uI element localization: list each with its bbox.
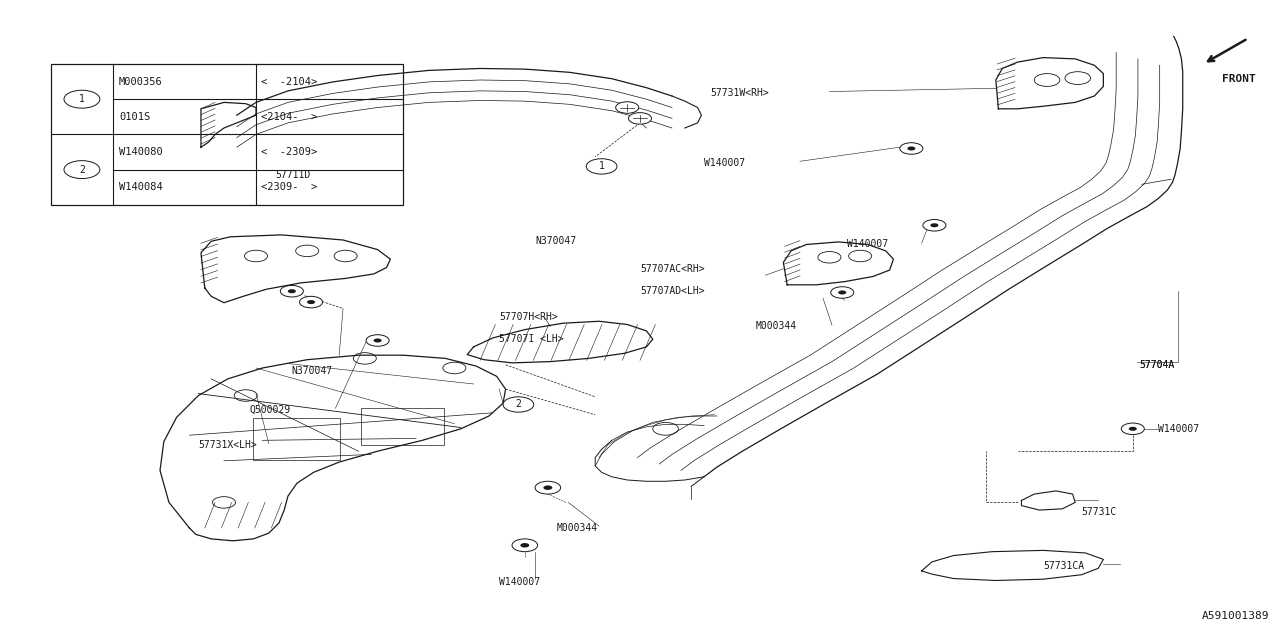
Text: 57704A: 57704A — [1139, 360, 1175, 370]
Text: N370047: N370047 — [535, 236, 576, 246]
Text: <  -2104>: < -2104> — [261, 77, 317, 86]
Circle shape — [280, 285, 303, 297]
Text: 57731W<RH>: 57731W<RH> — [710, 88, 769, 98]
Circle shape — [512, 539, 538, 552]
Text: 2: 2 — [516, 399, 521, 410]
Circle shape — [900, 143, 923, 154]
Text: N370047: N370047 — [292, 366, 333, 376]
Text: FRONT: FRONT — [1222, 74, 1256, 84]
Circle shape — [1129, 427, 1137, 431]
Text: M000344: M000344 — [557, 523, 598, 533]
Circle shape — [520, 543, 530, 547]
Text: 57711D: 57711D — [275, 170, 311, 180]
Circle shape — [503, 397, 534, 412]
Circle shape — [307, 300, 315, 304]
Circle shape — [616, 102, 639, 113]
Text: 1: 1 — [599, 161, 604, 172]
Circle shape — [535, 481, 561, 494]
Circle shape — [628, 113, 652, 124]
Text: W140007: W140007 — [499, 577, 540, 588]
Circle shape — [288, 289, 296, 293]
Circle shape — [1121, 423, 1144, 435]
Circle shape — [931, 223, 938, 227]
Text: <2104-  >: <2104- > — [261, 112, 317, 122]
Text: 57731C: 57731C — [1082, 507, 1117, 517]
Text: 1: 1 — [79, 94, 84, 104]
Text: W140007: W140007 — [704, 158, 745, 168]
Circle shape — [831, 287, 854, 298]
Text: 2: 2 — [79, 164, 84, 175]
Text: W140007: W140007 — [847, 239, 888, 250]
Text: W140084: W140084 — [119, 182, 163, 192]
Text: 57731X<LH>: 57731X<LH> — [198, 440, 257, 450]
Circle shape — [374, 339, 381, 342]
Text: 57707I <LH>: 57707I <LH> — [499, 334, 563, 344]
Text: Q500029: Q500029 — [250, 404, 291, 415]
Text: 0101S: 0101S — [119, 112, 150, 122]
Circle shape — [586, 159, 617, 174]
Circle shape — [366, 335, 389, 346]
Text: M000344: M000344 — [755, 321, 796, 332]
Text: A591001389: A591001389 — [1202, 611, 1270, 621]
Text: 57731CA: 57731CA — [1043, 561, 1084, 572]
Text: <  -2309>: < -2309> — [261, 147, 317, 157]
Circle shape — [544, 485, 553, 490]
Circle shape — [838, 291, 846, 294]
Text: W140007: W140007 — [1158, 424, 1199, 434]
Circle shape — [908, 147, 915, 150]
Text: 57707AD<LH>: 57707AD<LH> — [640, 286, 704, 296]
Text: 57704A: 57704A — [1139, 360, 1175, 370]
Text: <2309-  >: <2309- > — [261, 182, 317, 192]
Text: W140080: W140080 — [119, 147, 163, 157]
Circle shape — [64, 161, 100, 179]
Circle shape — [300, 296, 323, 308]
Text: 57707AC<RH>: 57707AC<RH> — [640, 264, 704, 274]
Text: 57707H<RH>: 57707H<RH> — [499, 312, 558, 322]
Circle shape — [64, 90, 100, 108]
Circle shape — [923, 220, 946, 231]
Text: M000356: M000356 — [119, 77, 163, 86]
